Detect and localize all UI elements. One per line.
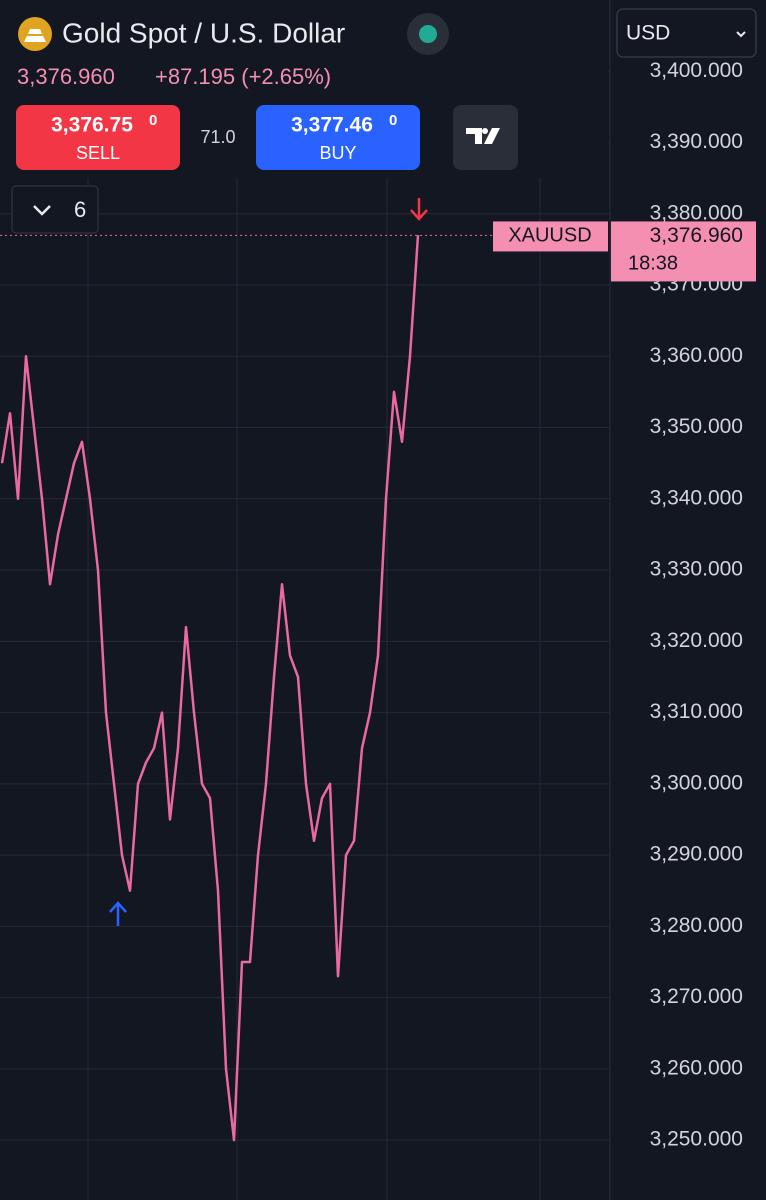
plot — [0, 234, 610, 1142]
y-tick-label: 3,360.000 — [650, 344, 743, 367]
price-line — [0, 235, 420, 1142]
sell-signal-arrow — [410, 198, 428, 221]
gold-icon-bars — [24, 29, 46, 42]
market-open-dot — [419, 25, 437, 43]
symbol-tag — [493, 221, 608, 252]
spread: 71.0 — [200, 127, 235, 147]
grid — [0, 0, 611, 1200]
last-price-tag-text: 3,376.960 — [650, 224, 743, 247]
indicators-toggle[interactable] — [11, 185, 99, 234]
tradingview-logo-dot — [482, 128, 488, 134]
sell-label: SELL — [76, 143, 120, 163]
buy-pip: 0 — [389, 112, 397, 129]
symbol-title: Gold Spot / U.S. Dollar — [62, 17, 345, 48]
last-price-tag — [611, 221, 756, 282]
collapse-chevron — [33, 205, 51, 216]
currency-text: USD — [626, 22, 670, 45]
y-axis: 3,250.000 3,260.000 3,270.000 3,280.000 3,29… — [493, 59, 756, 1151]
buy-price: 3,377.46 — [291, 114, 373, 137]
buy-button[interactable] — [256, 105, 420, 170]
y-tick-label: 3,280.000 — [650, 914, 743, 937]
y-tick-label: 3,310.000 — [650, 700, 743, 723]
symbol-tag-text: XAUUSD — [508, 225, 591, 247]
y-tick-label: 3,350.000 — [650, 415, 743, 438]
dropdown-chevron — [736, 31, 746, 38]
y-tick-label: 3,300.000 — [650, 771, 743, 794]
tradingview-logo — [466, 128, 500, 144]
y-tick-label: 3,320.000 — [650, 629, 743, 652]
buy-signal-arrow — [109, 901, 127, 926]
y-tick-label: 3,340.000 — [650, 486, 743, 509]
y-tick-label: 3,390.000 — [650, 130, 743, 153]
sell-price: 3,376.75 — [51, 114, 133, 137]
y-tick-label: 3,400.000 — [650, 59, 743, 82]
y-tick-label: 3,290.000 — [650, 843, 743, 866]
indicator-count: 6 — [74, 197, 86, 222]
y-tick-label: 3,380.000 — [650, 201, 743, 224]
sell-button[interactable] — [16, 105, 180, 170]
y-tick-label: 3,270.000 — [650, 985, 743, 1008]
y-tick-label: 3,330.000 — [650, 558, 743, 581]
sell-pip: 0 — [149, 112, 157, 129]
price-change: +87.195 (+2.65%) — [155, 64, 331, 89]
buy-label: BUY — [319, 143, 356, 163]
y-tick-label: 3,250.000 — [650, 1128, 743, 1151]
tradingview-button[interactable] — [453, 105, 518, 170]
bar-countdown: 18:38 — [628, 253, 678, 275]
currency-select[interactable] — [616, 8, 757, 58]
y-tick-label: 3,260.000 — [650, 1056, 743, 1079]
last-price: 3,376.960 — [17, 64, 115, 89]
